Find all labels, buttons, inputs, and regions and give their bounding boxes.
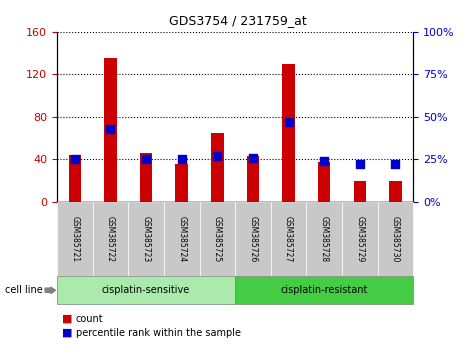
Bar	[140, 153, 152, 202]
Text: cell line: cell line	[5, 285, 42, 295]
Text: GSM385727: GSM385727	[284, 216, 293, 262]
Text: ■: ■	[62, 328, 72, 338]
Point	[178, 156, 185, 162]
Text: ■: ■	[62, 314, 72, 324]
Text: GSM385724: GSM385724	[177, 216, 186, 262]
Bar	[211, 133, 224, 202]
Text: GSM385722: GSM385722	[106, 216, 115, 262]
Text: GSM385728: GSM385728	[320, 216, 329, 262]
Point	[142, 156, 150, 162]
Point	[213, 153, 221, 159]
Point	[71, 156, 79, 162]
Text: cisplatin-sensitive: cisplatin-sensitive	[102, 285, 190, 295]
Point	[356, 161, 364, 167]
Text: GSM385726: GSM385726	[248, 216, 257, 262]
Point	[320, 158, 328, 164]
Bar	[247, 156, 259, 202]
Bar	[318, 162, 331, 202]
Point	[391, 161, 399, 167]
Text: GSM385725: GSM385725	[213, 216, 222, 262]
Text: cisplatin-resistant: cisplatin-resistant	[281, 285, 368, 295]
Point	[285, 119, 293, 125]
Bar	[282, 64, 295, 202]
Bar	[175, 164, 188, 202]
Bar	[389, 181, 402, 202]
Text: percentile rank within the sample: percentile rank within the sample	[76, 328, 241, 338]
Bar	[353, 181, 366, 202]
Text: GSM385721: GSM385721	[70, 216, 79, 262]
Point	[249, 155, 256, 160]
Bar	[104, 58, 117, 202]
Bar	[68, 155, 81, 202]
Text: GDS3754 / 231759_at: GDS3754 / 231759_at	[169, 14, 306, 27]
Text: count: count	[76, 314, 104, 324]
Text: GSM385723: GSM385723	[142, 216, 151, 262]
Point	[106, 126, 114, 132]
Text: GSM385729: GSM385729	[355, 216, 364, 262]
Text: GSM385730: GSM385730	[391, 216, 400, 262]
